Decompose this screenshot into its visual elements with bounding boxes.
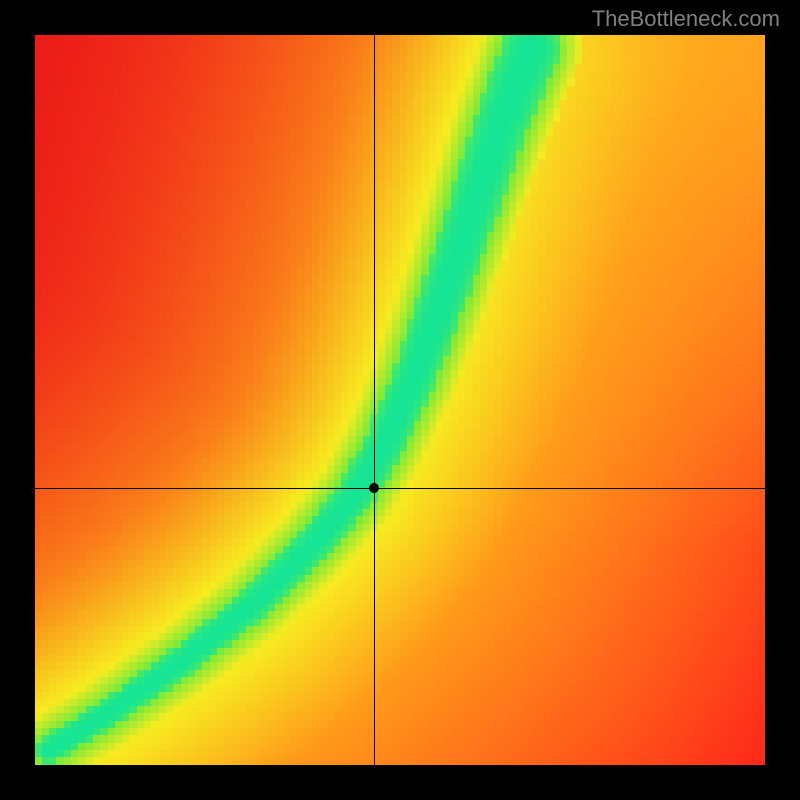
crosshair-marker <box>369 483 379 493</box>
heatmap-canvas <box>35 35 765 765</box>
bottleneck-heatmap <box>35 35 765 765</box>
crosshair-horizontal <box>35 488 765 489</box>
watermark-text: TheBottleneck.com <box>592 6 780 32</box>
crosshair-vertical <box>374 35 375 765</box>
